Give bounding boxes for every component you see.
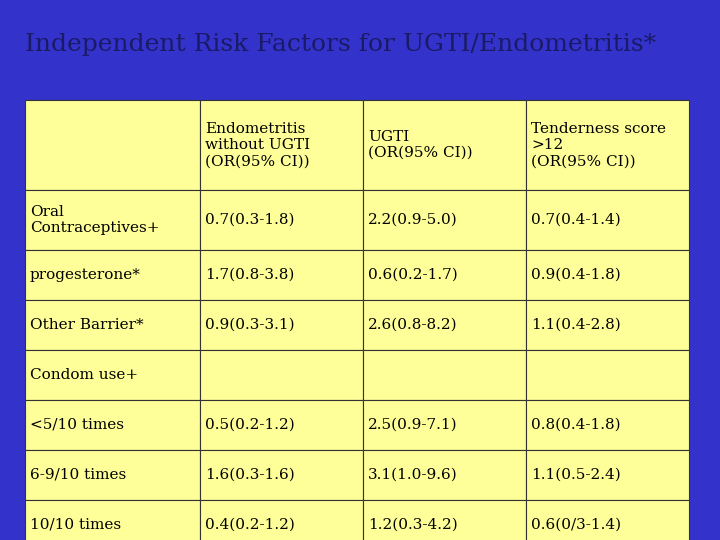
Bar: [25, 350, 200, 400]
Bar: [526, 100, 689, 190]
Bar: [363, 250, 526, 300]
Bar: [363, 450, 526, 500]
Bar: [526, 250, 689, 300]
Text: Endometritis
without UGTI
(OR(95% CI)): Endometritis without UGTI (OR(95% CI)): [205, 122, 310, 168]
Text: 2.6(0.8-8.2): 2.6(0.8-8.2): [368, 318, 458, 332]
Bar: [25, 190, 200, 250]
Bar: [363, 400, 526, 450]
Bar: [200, 100, 363, 190]
Text: 10/10 times: 10/10 times: [30, 518, 121, 532]
Bar: [200, 500, 363, 540]
Text: 0.6(0/3-1.4): 0.6(0/3-1.4): [531, 518, 621, 532]
Text: 3.1(1.0-9.6): 3.1(1.0-9.6): [368, 468, 458, 482]
Text: Oral
Contraceptives+: Oral Contraceptives+: [30, 205, 160, 235]
Text: Independent Risk Factors for UGTI/Endometritis*: Independent Risk Factors for UGTI/Endome…: [25, 33, 656, 57]
Text: 2.5(0.9-7.1): 2.5(0.9-7.1): [368, 418, 458, 432]
Bar: [25, 500, 200, 540]
Bar: [526, 300, 689, 350]
Text: 0.7(0.4-1.4): 0.7(0.4-1.4): [531, 213, 621, 227]
Bar: [526, 450, 689, 500]
Text: 6-9/10 times: 6-9/10 times: [30, 468, 126, 482]
Text: Condom use+: Condom use+: [30, 368, 138, 382]
Bar: [200, 190, 363, 250]
Bar: [200, 450, 363, 500]
Text: 0.5(0.2-1.2): 0.5(0.2-1.2): [205, 418, 294, 432]
Text: 2.2(0.9-5.0): 2.2(0.9-5.0): [368, 213, 458, 227]
Bar: [526, 190, 689, 250]
Bar: [526, 500, 689, 540]
Text: 0.9(0.4-1.8): 0.9(0.4-1.8): [531, 268, 621, 282]
Bar: [363, 100, 526, 190]
Bar: [363, 350, 526, 400]
Text: <5/10 times: <5/10 times: [30, 418, 124, 432]
Text: 1.1(0.5-2.4): 1.1(0.5-2.4): [531, 468, 621, 482]
Bar: [363, 300, 526, 350]
Bar: [526, 400, 689, 450]
Bar: [526, 350, 689, 400]
Bar: [25, 100, 200, 190]
Text: 0.8(0.4-1.8): 0.8(0.4-1.8): [531, 418, 621, 432]
Bar: [200, 250, 363, 300]
Bar: [200, 350, 363, 400]
Text: 1.1(0.4-2.8): 1.1(0.4-2.8): [531, 318, 621, 332]
Text: progesterone*: progesterone*: [30, 268, 141, 282]
Text: Tenderness score
>12
(OR(95% CI)): Tenderness score >12 (OR(95% CI)): [531, 122, 666, 168]
Bar: [25, 400, 200, 450]
Bar: [200, 300, 363, 350]
Text: 1.2(0.3-4.2): 1.2(0.3-4.2): [368, 518, 458, 532]
Bar: [25, 250, 200, 300]
Bar: [363, 190, 526, 250]
Text: 0.4(0.2-1.2): 0.4(0.2-1.2): [205, 518, 295, 532]
Bar: [25, 450, 200, 500]
Text: 0.6(0.2-1.7): 0.6(0.2-1.7): [368, 268, 458, 282]
Text: UGTI
(OR(95% CI)): UGTI (OR(95% CI)): [368, 130, 472, 160]
Text: 1.6(0.3-1.6): 1.6(0.3-1.6): [205, 468, 294, 482]
Text: 0.9(0.3-3.1): 0.9(0.3-3.1): [205, 318, 294, 332]
Bar: [363, 500, 526, 540]
Text: 1.7(0.8-3.8): 1.7(0.8-3.8): [205, 268, 294, 282]
Bar: [200, 400, 363, 450]
Text: Other Barrier*: Other Barrier*: [30, 318, 143, 332]
Bar: [25, 300, 200, 350]
Text: 0.7(0.3-1.8): 0.7(0.3-1.8): [205, 213, 294, 227]
